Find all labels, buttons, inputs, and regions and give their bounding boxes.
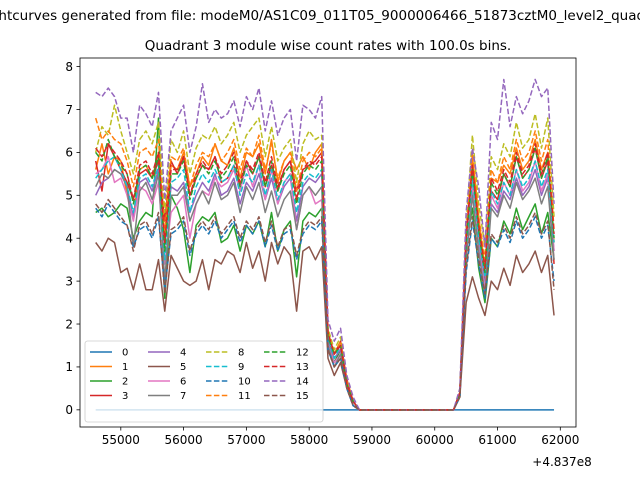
x-tick-label: 55000 — [102, 433, 140, 447]
legend-label-8: 8 — [238, 348, 244, 359]
y-tick-label: 0 — [65, 403, 73, 417]
legend-label-14: 14 — [296, 377, 309, 388]
y-tick-label: 3 — [65, 274, 73, 288]
legend-label-1: 1 — [122, 362, 128, 373]
legend-label-3: 3 — [122, 391, 128, 402]
legend-label-0: 0 — [122, 348, 128, 359]
legend-label-6: 6 — [180, 377, 186, 388]
series-layer — [94, 78, 555, 411]
legend-label-2: 2 — [122, 377, 128, 388]
series-line-14 — [95, 78, 555, 411]
legend-label-12: 12 — [296, 348, 309, 359]
series-line-15 — [95, 198, 555, 411]
chart-title: Quadrant 3 module wise count rates with … — [145, 38, 511, 54]
series-line-12 — [95, 138, 555, 411]
legend-label-9: 9 — [238, 362, 244, 373]
legend-box — [84, 340, 324, 423]
x-tick-label: 60000 — [416, 433, 454, 447]
x-tick-label: 56000 — [165, 433, 203, 447]
figure-suptitle: Plot for Lightcurves generated from file… — [0, 8, 640, 24]
x-tick-label: 62000 — [541, 433, 579, 447]
x-tick-label: 61000 — [478, 433, 516, 447]
series-line-9 — [95, 155, 555, 411]
legend-label-13: 13 — [296, 362, 309, 373]
legend-label-4: 4 — [180, 348, 186, 359]
y-tick-label: 5 — [65, 189, 73, 203]
y-tick-label: 1 — [65, 360, 73, 374]
series-line-13 — [95, 143, 555, 411]
x-tick-label: 57000 — [227, 433, 265, 447]
y-tick-label: 2 — [65, 317, 73, 331]
x-offset-label: +4.837e8 — [532, 455, 591, 469]
legend-label-11: 11 — [238, 391, 251, 402]
x-tick-label: 58000 — [290, 433, 328, 447]
legend-label-10: 10 — [238, 377, 251, 388]
legend-label-5: 5 — [180, 362, 186, 373]
series-line-5 — [95, 237, 555, 411]
series-line-10 — [95, 203, 555, 411]
y-tick-label: 7 — [65, 103, 73, 117]
ticks-layer: 55000 56000 57000 58000 59000 60000 61000 62000… — [65, 60, 579, 447]
x-tick-label: 59000 — [353, 433, 391, 447]
legend-label-15: 15 — [296, 391, 309, 402]
axes-frame — [79, 57, 577, 428]
y-tick-label: 6 — [65, 146, 73, 160]
y-tick-label: 8 — [65, 60, 73, 74]
y-tick-label: 4 — [65, 232, 73, 246]
legend-label-7: 7 — [180, 391, 186, 402]
